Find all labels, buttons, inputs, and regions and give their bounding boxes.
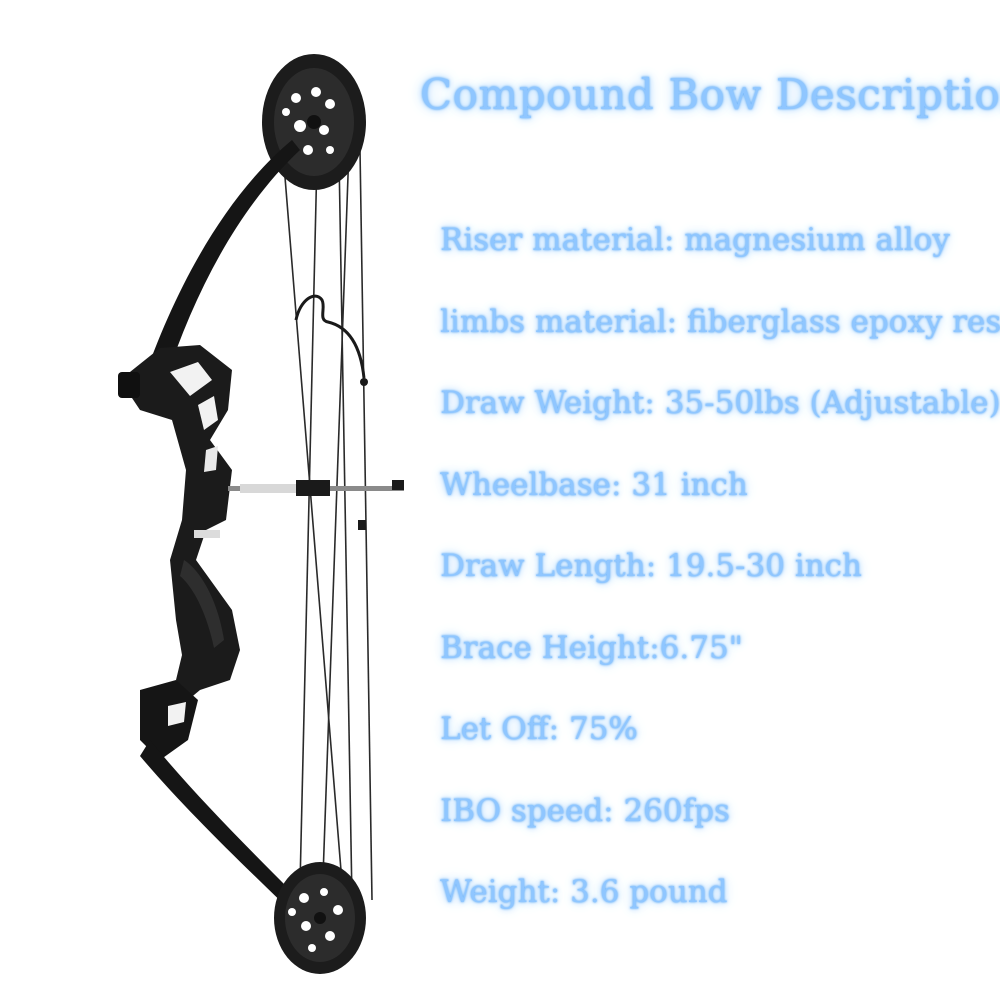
spec-wheelbase: Wheelbase: 31 inch xyxy=(440,466,748,503)
spec-list: Riser material: magnesium alloy limbs ma… xyxy=(440,218,1000,952)
spec-ibo-speed: IBO speed: 260fps xyxy=(440,792,730,829)
spec-draw-length: Draw Length: 19.5-30 inch xyxy=(440,548,863,584)
description-title: Compound Bow Description xyxy=(420,70,1000,119)
bottom-limb xyxy=(140,740,300,912)
d-loop xyxy=(294,294,366,379)
nock-point xyxy=(358,520,366,530)
riser xyxy=(118,345,240,700)
spec-limbs-material: limbs material: fiberglass epoxy resin xyxy=(440,303,1000,340)
spec-brace-height: Brace Height:6.75" xyxy=(440,629,743,666)
bow-strings xyxy=(281,99,373,921)
spec-riser-material: Riser material: magnesium alloy xyxy=(440,222,950,258)
spec-weight: Weight: 3.6 pound xyxy=(440,874,728,910)
top-limb xyxy=(140,140,300,398)
arrow-rest xyxy=(228,480,404,496)
spec-let-off: Let Off: 75% xyxy=(440,711,638,747)
spec-draw-weight: Draw Weight: 35-50lbs (Adjustable) xyxy=(440,385,1000,421)
bottom-cam xyxy=(274,862,366,974)
